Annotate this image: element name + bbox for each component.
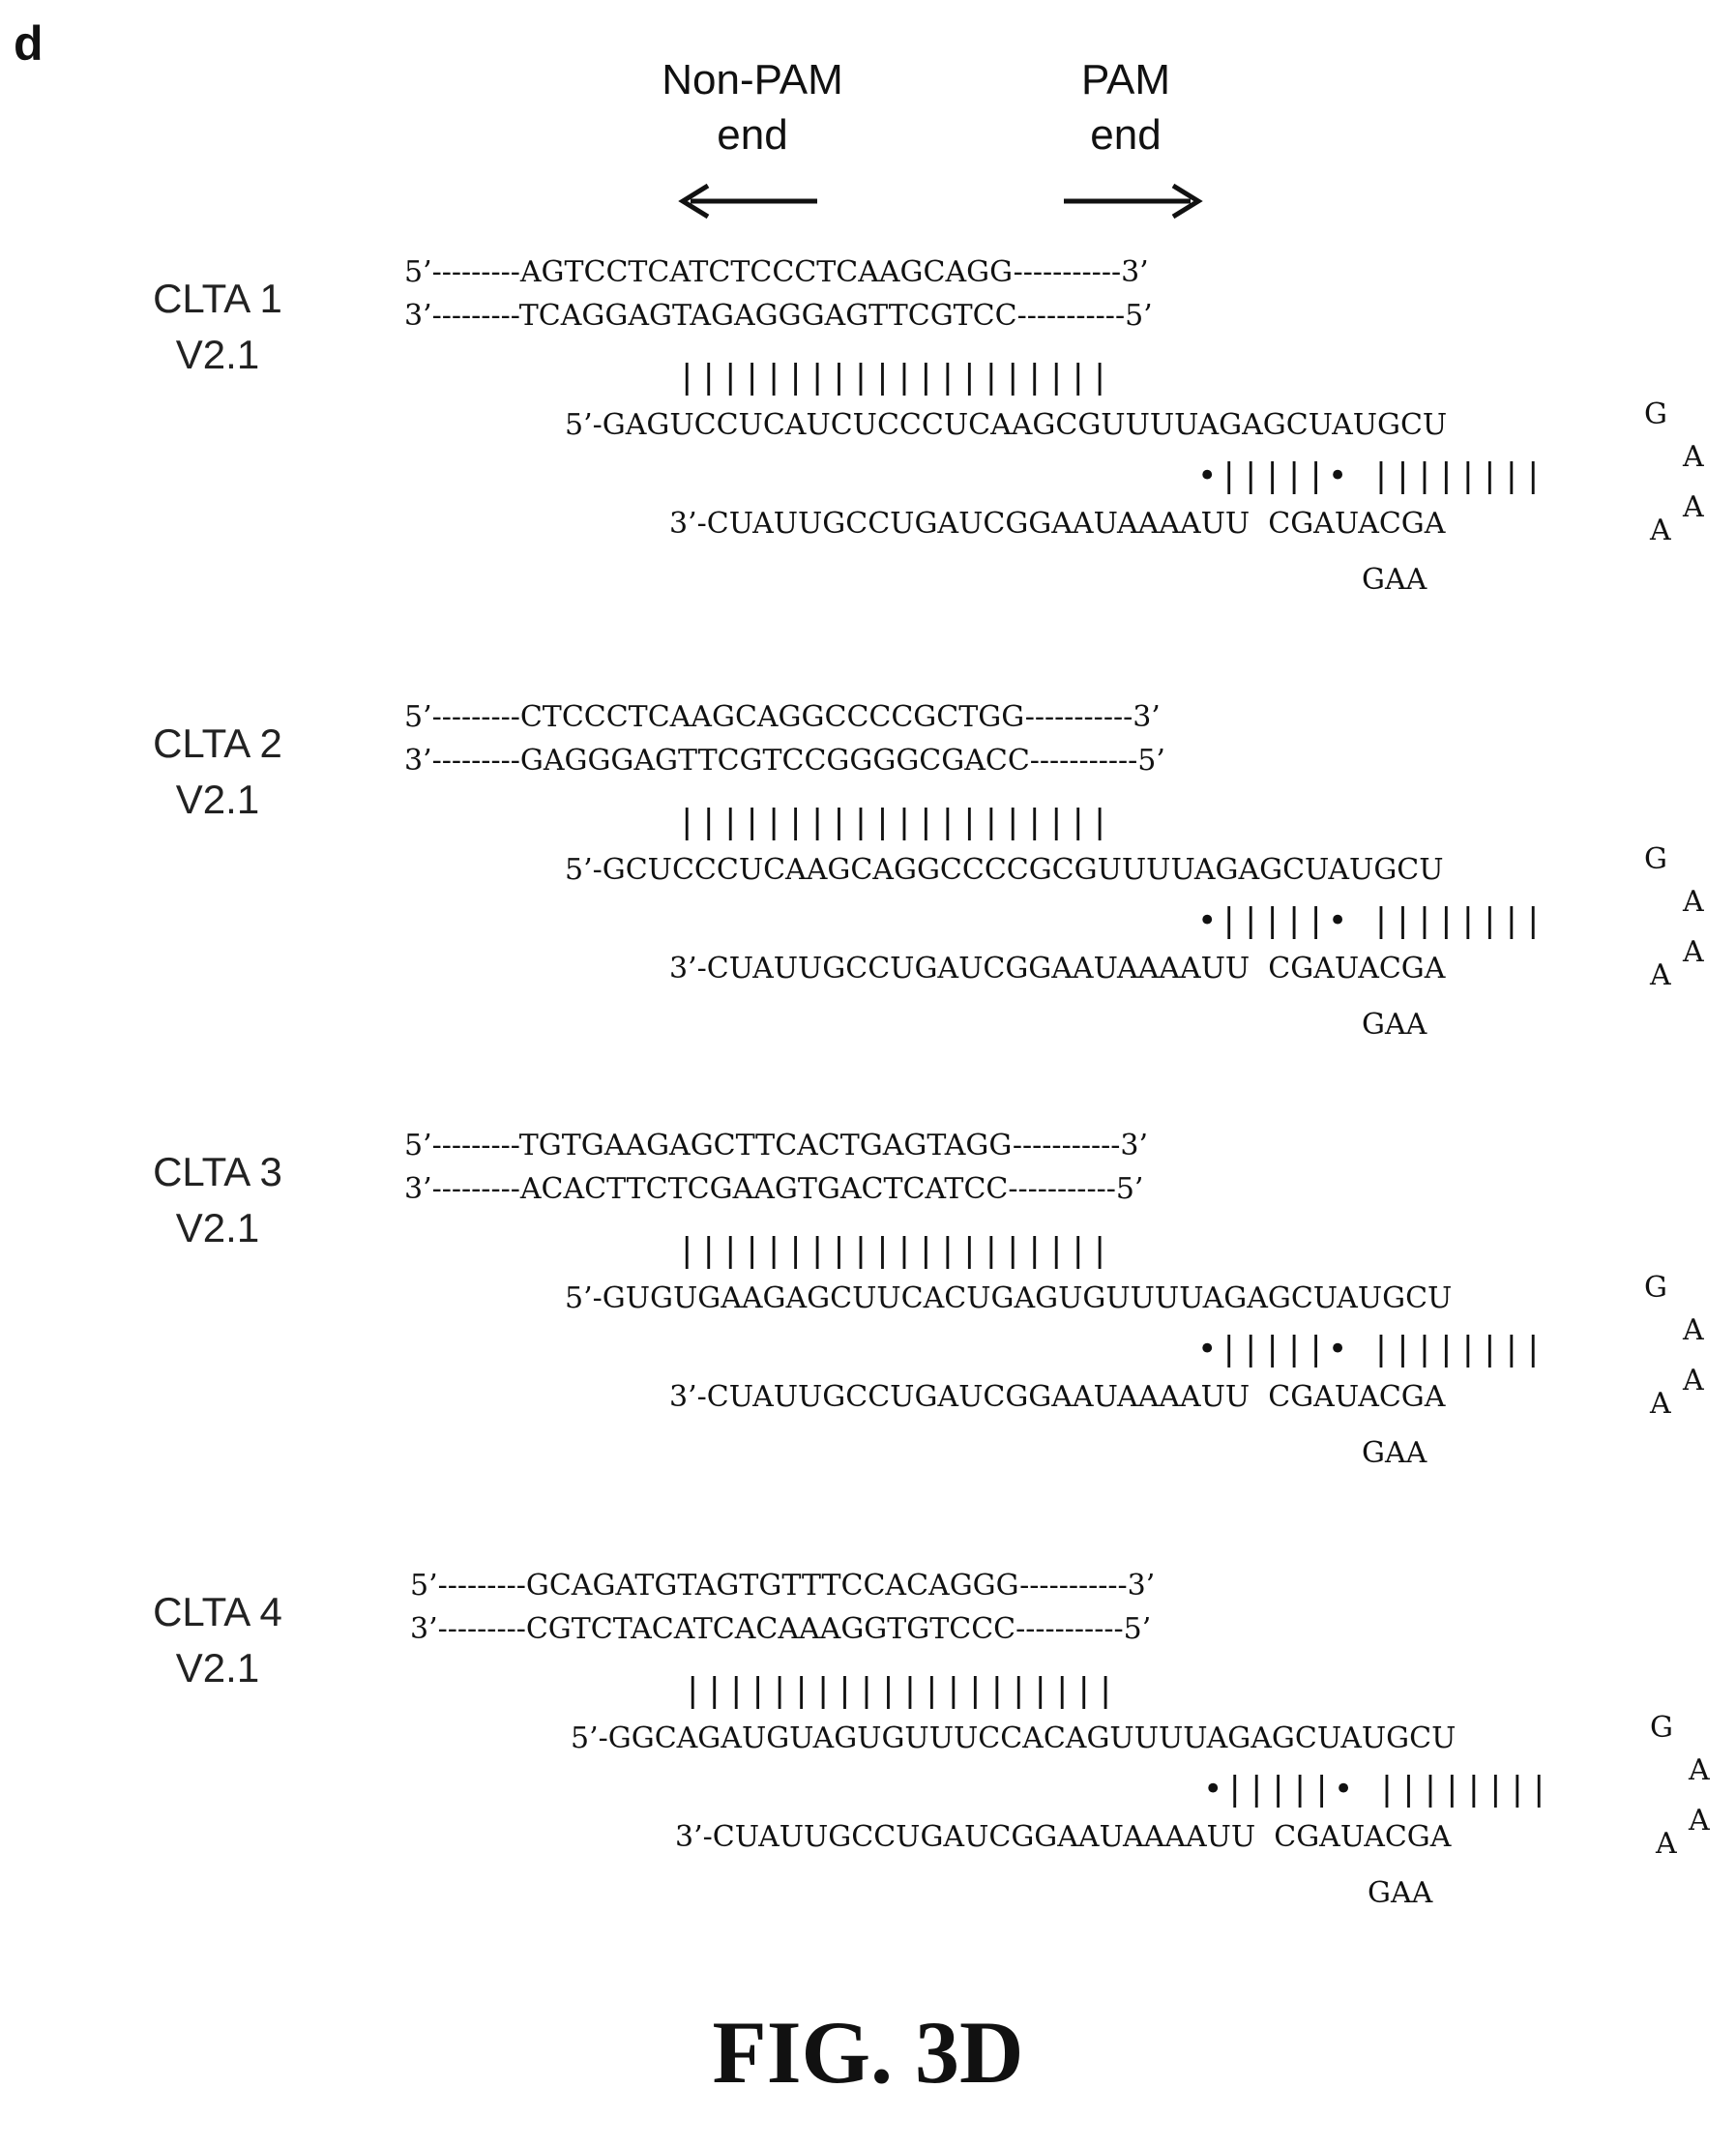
loop-nucleotide: A bbox=[1656, 1830, 1677, 1859]
clta-1-block: CLTA 1 V2.1 5’---------AGTCCTCATCTCCCTCA… bbox=[0, 253, 1736, 689]
dna-top-strand: 5’---------TGTGAAGAGCTTCACTGAGTAGG------… bbox=[404, 1127, 1148, 1165]
dna-top-strand: 5’---------AGTCCTCATCTCCCTCAAGCAGG------… bbox=[404, 253, 1149, 292]
rna-top-strand: 5’-GAGUCCUCAUCUCCCUCAAGCGUUUUAGAGCUAUGCU bbox=[565, 406, 1447, 445]
bulge-label: GAA bbox=[1368, 1874, 1432, 1913]
construct-label: CLTA 3 V2.1 bbox=[126, 1144, 309, 1256]
construct-label: CLTA 4 V2.1 bbox=[126, 1584, 309, 1696]
loop-nucleotide: A bbox=[1683, 493, 1704, 522]
loop-nucleotide: A bbox=[1650, 961, 1671, 990]
left-arrow-icon bbox=[677, 182, 822, 221]
figure-label: FIG. 3D bbox=[0, 2008, 1736, 2097]
target-pairing-bars: |||||||||||||||||||| bbox=[677, 803, 1111, 841]
loop-nucleotide: A bbox=[1689, 1807, 1710, 1836]
construct-version: V2.1 bbox=[126, 327, 309, 383]
rna-top-strand: 5’-GUGUGAAGAGCUUCACUGAGUGUUUUAGAGCUAUGCU bbox=[565, 1279, 1452, 1318]
construct-label: CLTA 2 V2.1 bbox=[126, 716, 309, 828]
bulge-label: GAA bbox=[1362, 1434, 1427, 1473]
pam-line1: PAM bbox=[981, 52, 1271, 107]
pam-line2: end bbox=[981, 107, 1271, 162]
stem-pairing: •|||||• |||||||| bbox=[1203, 1770, 1551, 1809]
target-pairing-bars: |||||||||||||||||||| bbox=[677, 1231, 1111, 1270]
panel-letter: d bbox=[14, 19, 44, 68]
construct-name: CLTA 1 bbox=[126, 271, 309, 327]
bulge-label: GAA bbox=[1362, 1006, 1427, 1044]
loop-nucleotide: A bbox=[1683, 1316, 1704, 1345]
dna-bottom-strand: 3’---------GAGGGAGTTCGTCCGGGGCGACC------… bbox=[404, 742, 1165, 780]
dna-bottom-strand: 3’---------CGTCTACATCACAAAGGTGTCCC------… bbox=[410, 1610, 1151, 1649]
dna-bottom-strand: 3’---------ACACTTCTCGAAGTGACTCATCC------… bbox=[404, 1170, 1143, 1209]
target-pairing-bars: |||||||||||||||||||| bbox=[677, 358, 1111, 397]
construct-version: V2.1 bbox=[126, 772, 309, 828]
stem-pairing: •|||||• |||||||| bbox=[1197, 456, 1545, 495]
loop-nucleotide: G bbox=[1650, 1714, 1673, 1743]
loop-nucleotide: A bbox=[1650, 516, 1671, 545]
non-pam-end-label: Non-PAM end bbox=[607, 52, 897, 162]
dna-top-strand: 5’---------CTCCCTCAAGCAGGCCCCGCTGG------… bbox=[404, 698, 1161, 737]
construct-version: V2.1 bbox=[126, 1200, 309, 1256]
non-pam-line1: Non-PAM bbox=[607, 52, 897, 107]
rna-top-strand: 5’-GCUCCCUCAAGCAGGCCCCGCGUUUUAGAGCUAUGCU bbox=[565, 851, 1444, 890]
construct-name: CLTA 2 bbox=[126, 716, 309, 772]
dna-bottom-strand: 3’---------TCAGGAGTAGAGGGAGTTCGTCC------… bbox=[404, 297, 1153, 336]
stem-pairing: •|||||• |||||||| bbox=[1197, 901, 1545, 940]
loop-nucleotide: G bbox=[1644, 1274, 1667, 1303]
rna-top-strand: 5’-GGCAGAUGUAGUGUUUCCACAGUUUUAGAGCUAUGCU bbox=[571, 1720, 1456, 1758]
dna-top-strand: 5’---------GCAGATGTAGTGTTTCCACAGGG------… bbox=[410, 1567, 1155, 1605]
loop-nucleotide: A bbox=[1650, 1390, 1671, 1419]
loop-nucleotide: A bbox=[1683, 938, 1704, 967]
clta-4-block: CLTA 4 V2.1 5’---------GCAGATGTAGTGTTTCC… bbox=[0, 1567, 1736, 2002]
pam-end-label: PAM end bbox=[981, 52, 1271, 162]
rna-bottom-strand: 3’-CUAUUGCCUGAUCGGAAUAAAAUU CGAUACGA bbox=[669, 1378, 1445, 1417]
loop-nucleotide: A bbox=[1689, 1756, 1710, 1785]
clta-2-block: CLTA 2 V2.1 5’---------CTCCCTCAAGCAGGCCC… bbox=[0, 698, 1736, 1133]
construct-name: CLTA 4 bbox=[126, 1584, 309, 1640]
loop-nucleotide: A bbox=[1683, 1367, 1704, 1396]
right-arrow-icon bbox=[1059, 182, 1204, 221]
loop-nucleotide: G bbox=[1644, 400, 1667, 429]
rna-bottom-strand: 3’-CUAUUGCCUGAUCGGAAUAAAAUU CGAUACGA bbox=[669, 505, 1445, 544]
construct-label: CLTA 1 V2.1 bbox=[126, 271, 309, 383]
rna-bottom-strand: 3’-CUAUUGCCUGAUCGGAAUAAAAUU CGAUACGA bbox=[675, 1818, 1451, 1857]
loop-nucleotide: A bbox=[1683, 443, 1704, 472]
loop-nucleotide: G bbox=[1644, 845, 1667, 874]
stem-pairing: •|||||• |||||||| bbox=[1197, 1330, 1545, 1368]
bulge-label: GAA bbox=[1362, 561, 1427, 600]
construct-version: V2.1 bbox=[126, 1640, 309, 1696]
target-pairing-bars: |||||||||||||||||||| bbox=[683, 1671, 1117, 1710]
construct-name: CLTA 3 bbox=[126, 1144, 309, 1200]
rna-bottom-strand: 3’-CUAUUGCCUGAUCGGAAUAAAAUU CGAUACGA bbox=[669, 950, 1445, 988]
loop-nucleotide: A bbox=[1683, 888, 1704, 917]
clta-3-block: CLTA 3 V2.1 5’---------TGTGAAGAGCTTCACTG… bbox=[0, 1127, 1736, 1562]
non-pam-line2: end bbox=[607, 107, 897, 162]
